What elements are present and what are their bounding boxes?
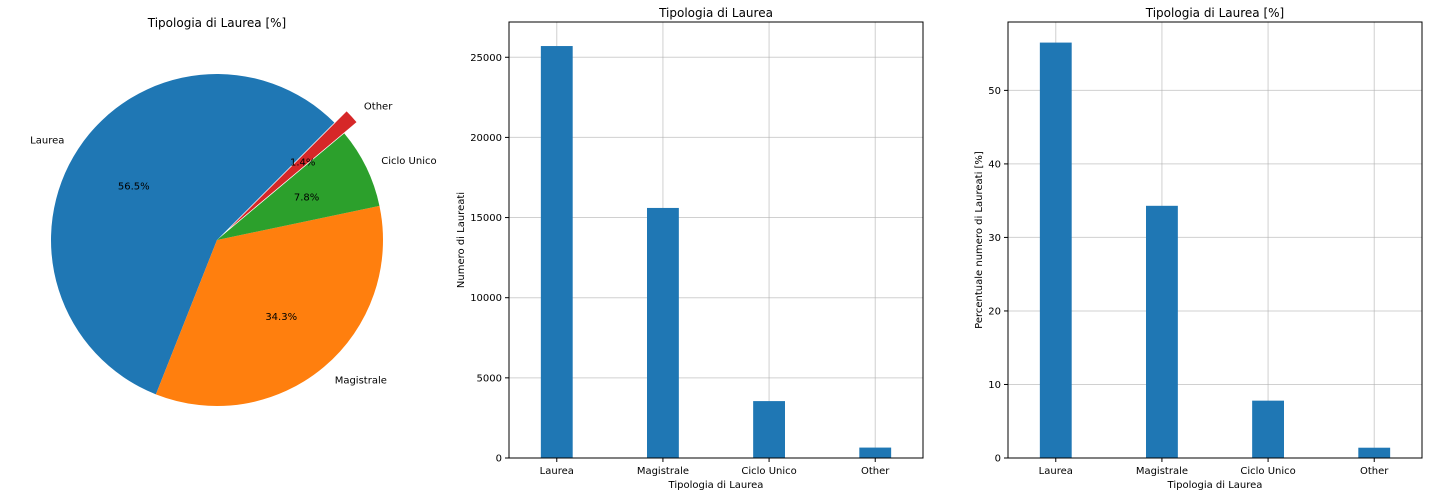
bar-chart-percent-ytick-label: 50	[988, 86, 1001, 97]
bar-chart-counts: Tipologia di Laurea 0 5000 10000 15000 20000…	[456, 6, 924, 491]
pie-title: Tipologia di Laurea [%]	[147, 16, 286, 30]
bar-chart-percent-title: Tipologia di Laurea [%]	[1145, 6, 1284, 20]
pie-pct-laurea: 56.5%	[118, 181, 150, 192]
bar-chart-percent-ytick-label: 10	[988, 380, 1001, 391]
bar-chart-counts-ytick-label: 5000	[477, 373, 502, 384]
bar-chart-percent-ylabel: Percentuale numero di Laureati [%]	[974, 151, 985, 329]
bar-chart-counts-ylabel: Numero di Laureati	[456, 192, 467, 288]
bar-chart-counts-xtick-label-laurea: Laurea	[540, 466, 574, 477]
bar-chart-counts-title: Tipologia di Laurea	[658, 6, 773, 20]
bar-chart-counts-ytick-label: 25000	[470, 53, 502, 64]
bar-chart-percent-bar-laurea	[1039, 42, 1072, 458]
pie-slice-magistrale	[155, 205, 383, 406]
bar-chart-percent-ytick-label: 40	[988, 159, 1001, 170]
bar-chart-percent-xtick-label-other: Other	[1360, 466, 1389, 477]
pie-label-laurea: Laurea	[30, 136, 64, 147]
bar-chart-counts-ytick-label: 0	[496, 454, 502, 465]
bar-chart-percent-ytick-label: 0	[995, 454, 1001, 465]
bar-chart-counts-ytick-label: 15000	[470, 213, 502, 224]
bar-chart-counts-ytick-label: 10000	[470, 293, 502, 304]
bar-chart-counts-xlabel: Tipologia di Laurea	[668, 480, 764, 491]
bar-chart-counts-bar-other	[859, 447, 892, 458]
pie-chart: Tipologia di Laurea [%] Laurea 56.5% Magis…	[30, 16, 437, 406]
bar-chart-counts-bar-laurea	[540, 46, 573, 458]
pie-slice-laurea	[50, 74, 335, 395]
bar-chart-percent-bar-magistrale	[1146, 205, 1178, 458]
bar-chart-percent-xlabel: Tipologia di Laurea	[1167, 480, 1263, 491]
bar-chart-percent: Tipologia di Laurea [%] 0 10 20 30 40 50 Laure…	[974, 6, 1423, 491]
bar-chart-percent-xtick-label-magistrale: Magistrale	[1136, 466, 1188, 477]
pie-pct-ciclo-unico: 7.8%	[294, 192, 319, 203]
bar-chart-percent-xtick-label-laurea: Laurea	[1039, 466, 1073, 477]
pie-label-ciclo-unico: Ciclo Unico	[381, 156, 436, 167]
pie-label-magistrale: Magistrale	[335, 376, 387, 387]
bar-chart-counts-xtick-label-ciclo-unico: Ciclo Unico	[741, 466, 796, 477]
pie-slice-other	[229, 111, 357, 229]
bar-chart-percent-xtick-label-ciclo-unico: Ciclo Unico	[1240, 466, 1295, 477]
bar-chart-percent-bar-other	[1358, 447, 1391, 458]
bar-chart-counts-frame	[508, 21, 924, 459]
pie-slice-ciclo-unico	[217, 133, 380, 240]
bar-chart-counts-bar-ciclo-unico	[753, 401, 785, 458]
bar-chart-percent-frame	[1007, 21, 1423, 459]
bar-chart-percent-ytick-label: 30	[988, 233, 1001, 244]
bar-chart-counts-bar-magistrale	[647, 207, 679, 458]
bar-chart-percent-ytick-label: 20	[988, 306, 1001, 317]
pie-pct-other: 1.4%	[290, 158, 315, 169]
pie-pct-magistrale: 34.3%	[265, 312, 297, 323]
bar-chart-counts-xtick-label-magistrale: Magistrale	[637, 466, 689, 477]
bar-chart-percent-bar-ciclo-unico	[1252, 400, 1284, 458]
bar-chart-counts-xtick-label-other: Other	[861, 466, 890, 477]
bar-chart-counts-ytick-label: 20000	[470, 133, 502, 144]
pie-label-other: Other	[364, 101, 393, 112]
